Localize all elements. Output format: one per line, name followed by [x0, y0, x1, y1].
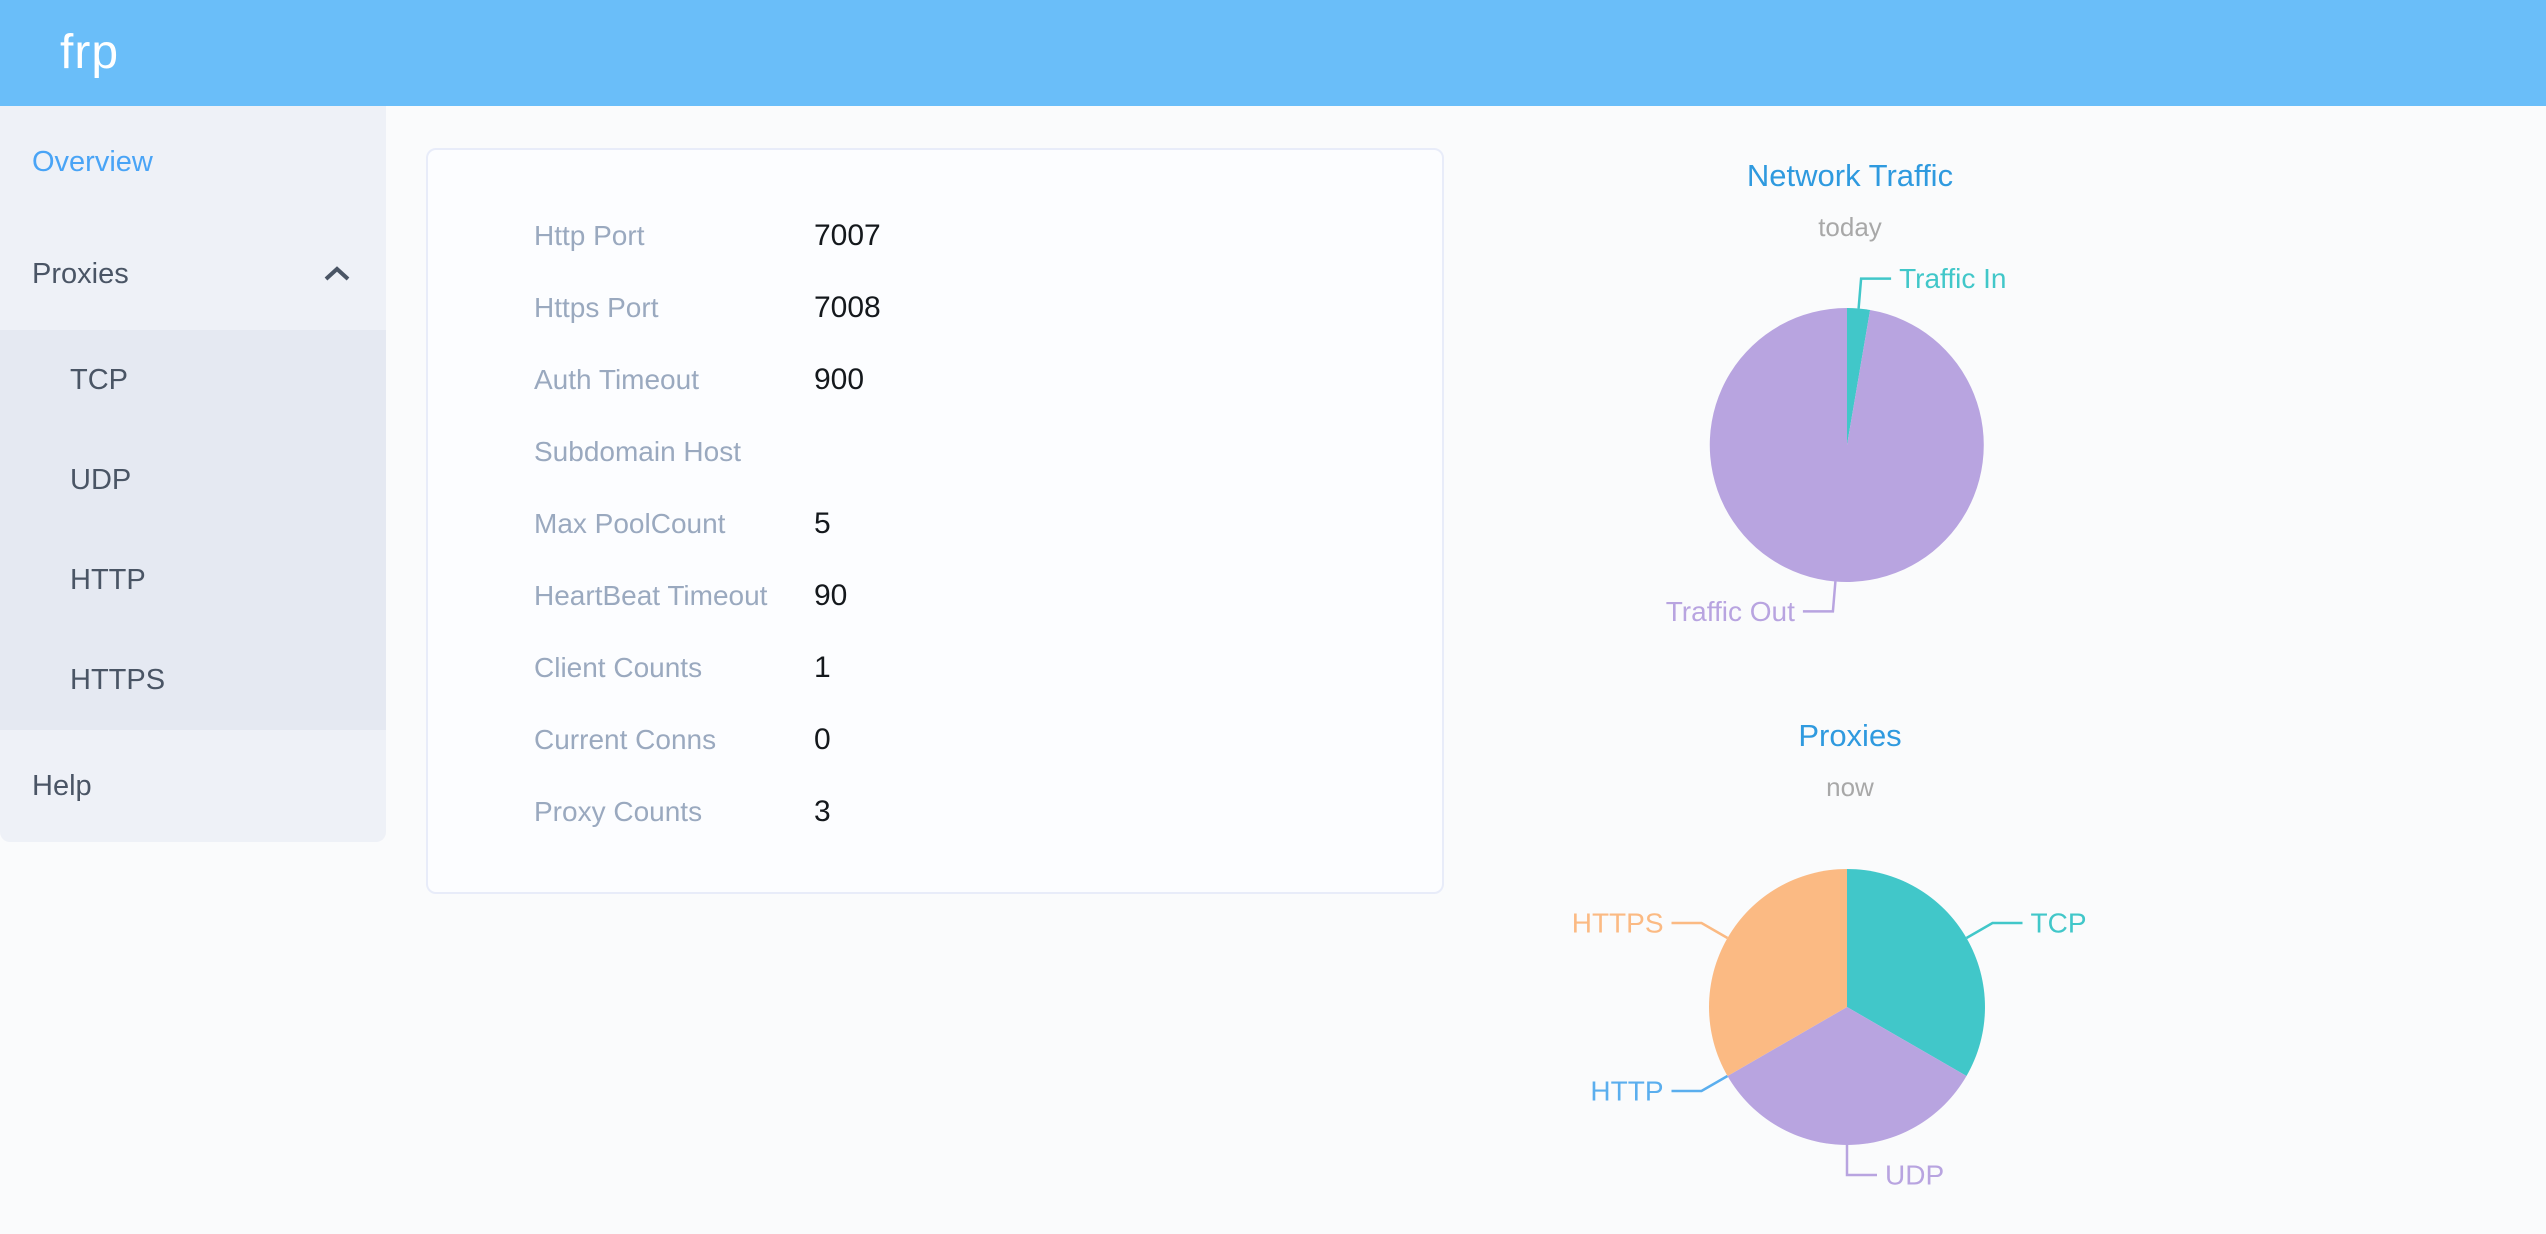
- config-label: Proxy Counts: [534, 796, 703, 827]
- sidebar-submenu: TCP UDP HTTP HTTPS: [0, 330, 386, 730]
- tcp-label: TCP: [2031, 908, 2087, 939]
- udp-label: UDP: [1885, 1160, 1944, 1191]
- config-value: 3: [814, 795, 831, 828]
- config-label: HeartBeat Timeout: [534, 580, 768, 611]
- http-label: HTTP: [1590, 1076, 1663, 1107]
- sidebar-item-label: HTTP: [70, 564, 146, 596]
- sidebar-item-label: Help: [32, 770, 92, 802]
- config-label: Auth Timeout: [534, 364, 699, 395]
- config-value: 90: [814, 579, 848, 612]
- sidebar-item-label: TCP: [70, 364, 128, 396]
- config-row-auth-timeout: Auth Timeout 900: [428, 344, 1442, 416]
- config-value: 7007: [814, 219, 881, 252]
- proxies-title: Proxies: [1798, 718, 1902, 753]
- sidebar-top-group: Overview Proxies: [0, 106, 386, 330]
- sidebar-item-label: Overview: [32, 146, 153, 178]
- sidebar-item-tcp[interactable]: TCP: [0, 330, 386, 430]
- config-value: 7008: [814, 291, 881, 324]
- config-row-max-poolcount: Max PoolCount 5: [428, 488, 1442, 560]
- traffic-out-slice[interactable]: [1709, 307, 1984, 582]
- sidebar-item-help[interactable]: Help: [0, 730, 386, 842]
- traffic-in-label-line: [1857, 277, 1892, 309]
- sidebar-item-overview[interactable]: Overview: [0, 106, 386, 218]
- traffic-out-label-line: [1802, 581, 1837, 613]
- udp-label-line: [1845, 1145, 1877, 1177]
- app-logo[interactable]: frp: [60, 26, 120, 79]
- sidebar-item-label: Proxies: [32, 258, 129, 290]
- https-slice[interactable]: [1709, 869, 1847, 1076]
- proxies-subtitle: now: [1826, 772, 1874, 802]
- config-value: 5: [814, 507, 831, 540]
- chevron-up-icon: [324, 266, 350, 281]
- network-traffic-subtitle: today: [1818, 212, 1882, 242]
- config-label: Https Port: [534, 292, 659, 323]
- config-label: Client Counts: [534, 652, 703, 683]
- proxies-pie-chart: TCP UDP HTTP HTTPS: [1572, 869, 2087, 1191]
- config-row-client-counts: Client Counts 1: [428, 632, 1442, 704]
- https-label-line: [1671, 921, 1729, 940]
- config-row-http-port: Http Port 7007: [428, 200, 1442, 272]
- config-row-current-conns: Current Conns 0: [428, 704, 1442, 776]
- config-label: Current Conns: [534, 724, 717, 755]
- sidebar-item-udp[interactable]: UDP: [0, 430, 386, 530]
- app-header: frp: [0, 0, 2546, 106]
- config-row-subdomain-host: Subdomain Host: [428, 416, 1442, 488]
- network-traffic-pie-chart: Traffic In Traffic Out: [1666, 263, 2007, 627]
- network-traffic-title: Network Traffic: [1746, 158, 1954, 193]
- sidebar-item-https[interactable]: HTTPS: [0, 630, 386, 730]
- config-row-https-port: Https Port 7008: [428, 272, 1442, 344]
- config-label: Subdomain Host: [534, 436, 742, 467]
- tcp-slice[interactable]: [1847, 869, 1985, 1076]
- udp-slice[interactable]: [1727, 1007, 1967, 1145]
- server-config-rows: Http Port 7007 Https Port 7008 Auth Timeout 9…: [428, 200, 1442, 848]
- sidebar: Overview Proxies TCP UDP HTTP HTTPS Help: [0, 106, 386, 842]
- sidebar-item-label: UDP: [70, 464, 132, 496]
- config-value: 0: [814, 723, 831, 756]
- traffic-in-label: Traffic In: [1899, 263, 2006, 294]
- config-value: 1: [814, 651, 831, 684]
- config-label: Http Port: [534, 220, 645, 251]
- config-value: 900: [814, 363, 865, 396]
- https-label: HTTPS: [1572, 908, 1664, 939]
- sidebar-item-http[interactable]: HTTP: [0, 530, 386, 630]
- traffic-out-label: Traffic Out: [1666, 596, 1795, 627]
- sidebar-item-proxies[interactable]: Proxies: [0, 218, 386, 330]
- server-config-card: Http Port 7007 Https Port 7008 Auth Timeout 9…: [426, 148, 1444, 894]
- http-label-line: [1671, 1074, 1729, 1093]
- sidebar-bottom-group: Help: [0, 730, 386, 842]
- config-row-heartbeat-timeout: HeartBeat Timeout 90: [428, 560, 1442, 632]
- tcp-label-line: [1965, 921, 2023, 940]
- config-row-proxy-counts: Proxy Counts 3: [428, 776, 1442, 848]
- traffic-in-slice[interactable]: [1847, 308, 1871, 445]
- sidebar-item-label: HTTPS: [70, 664, 166, 696]
- config-label: Max PoolCount: [534, 508, 726, 539]
